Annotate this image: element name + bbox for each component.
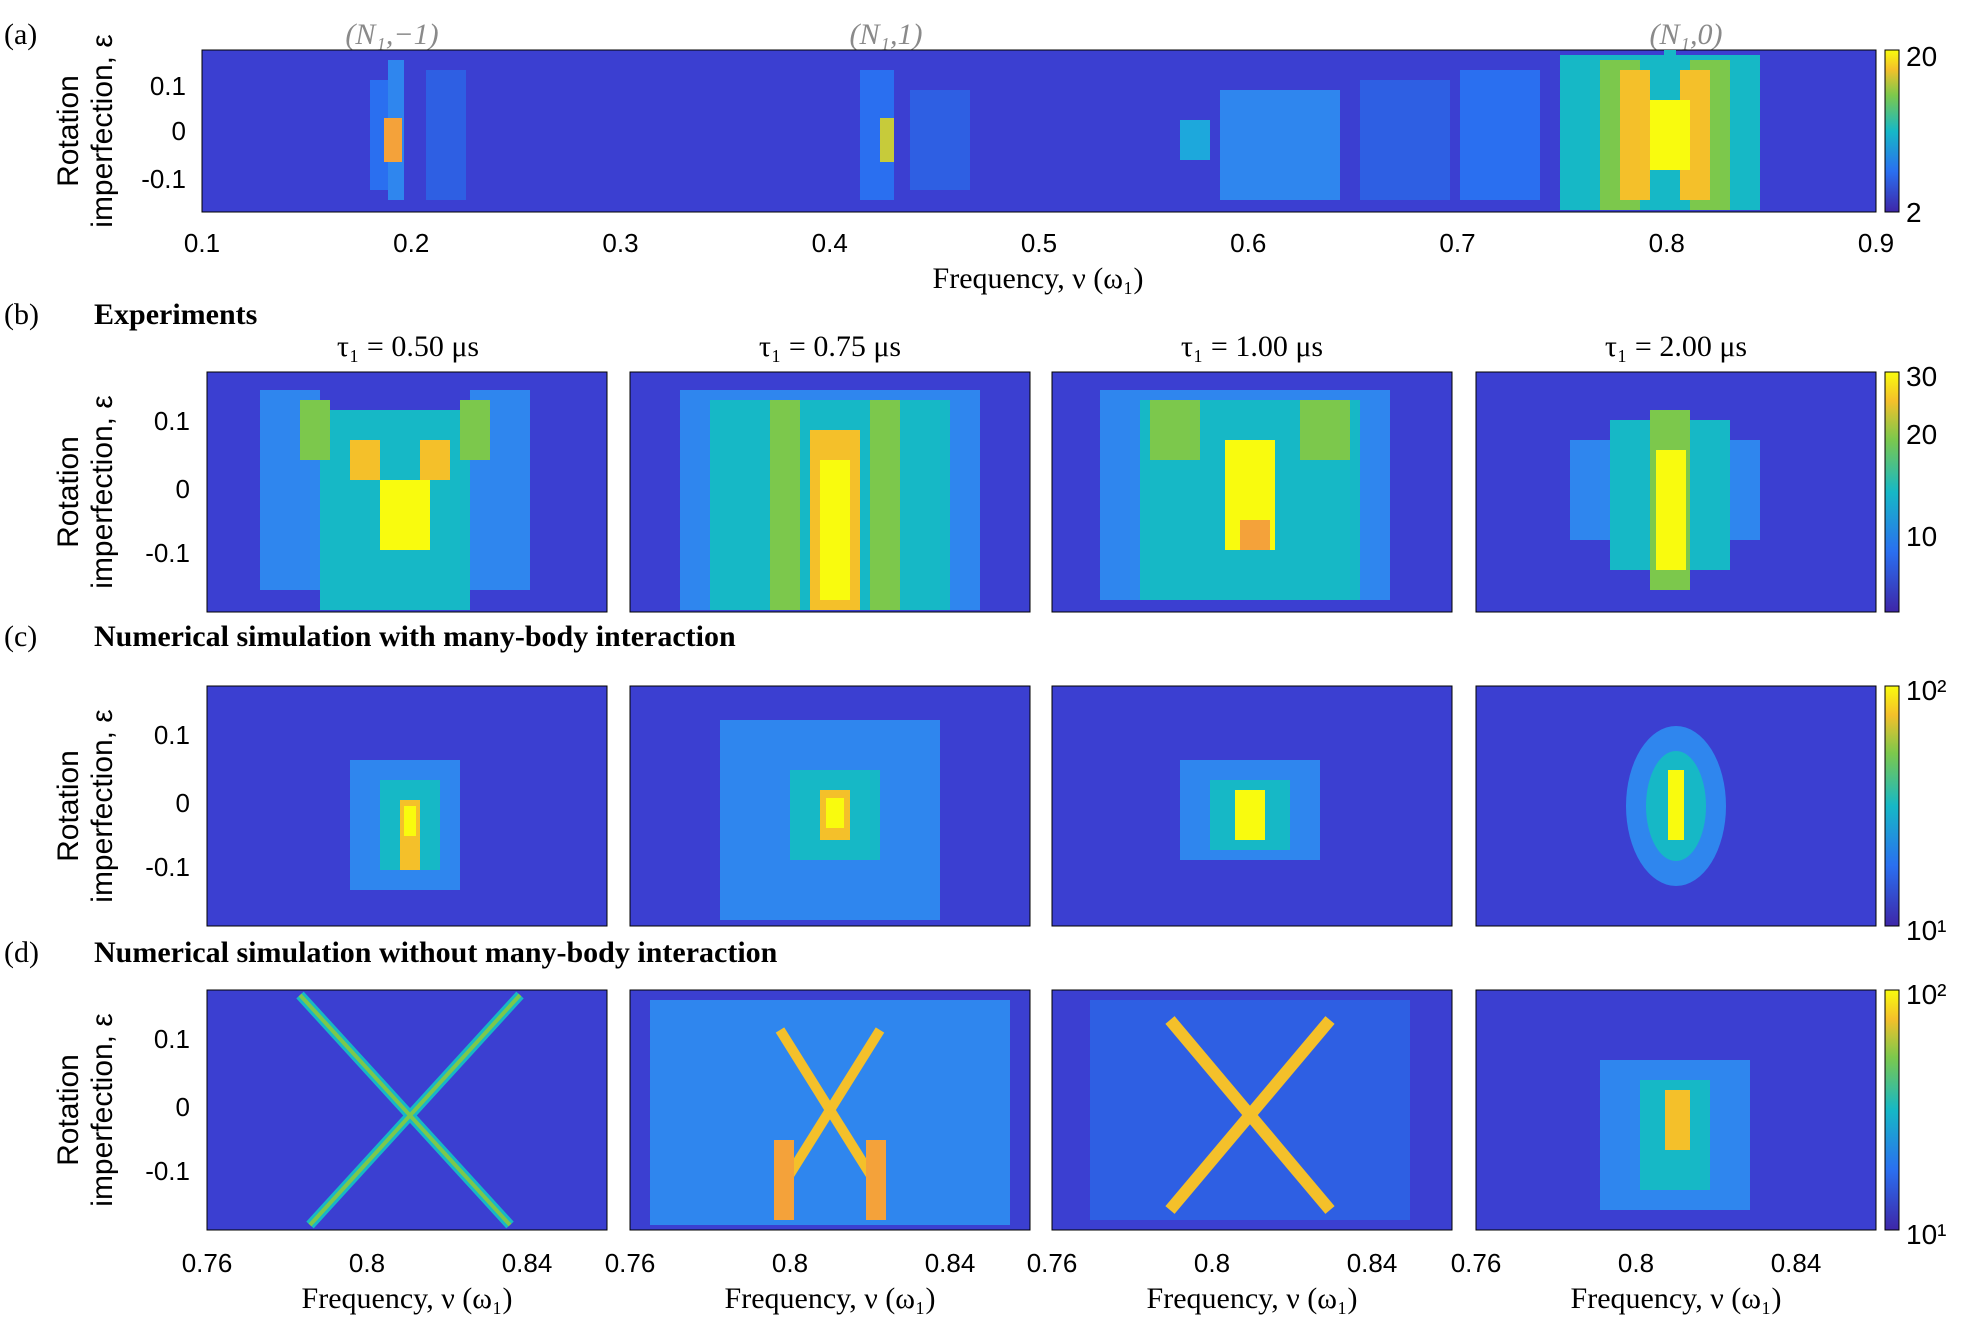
xlabel-d-0: Frequency, ν (ω₁): [302, 1282, 513, 1315]
panel-b-heading: Experiments: [94, 298, 257, 331]
xtick-d-2-0: 0.76: [1027, 1248, 1078, 1278]
heatmap-d-2: [629, 989, 1031, 1231]
xtick-d-1-1: 0.8: [772, 1248, 808, 1278]
colorbar-c: 10² 10¹: [1884, 675, 1946, 946]
ylabel-row-2-line2: imperfection, ε: [86, 709, 119, 902]
ytick-row1-2: -0.1: [145, 538, 190, 568]
panel-a-letter: (a): [4, 18, 37, 51]
panel-c-letter: (c): [4, 620, 37, 653]
ylabel-row-0-line2: imperfection, ε: [86, 34, 119, 227]
xlabel-d-1: Frequency, ν (ω₁): [725, 1282, 936, 1315]
ylabel-row-3-line2: imperfection, ε: [86, 1013, 119, 1206]
panel-b-letter: (b): [4, 298, 39, 331]
heatmap-c-2: [629, 685, 1031, 927]
colorbar-d: 10² 10¹: [1884, 979, 1946, 1250]
heatmap-b-4: [1475, 371, 1877, 613]
heatmap-b-3: [1051, 371, 1453, 613]
xtick-a-0: 0.1: [184, 228, 220, 258]
ylabel-row-1-line1: Rotation: [52, 436, 85, 548]
ytick-row2-1: 0: [176, 788, 190, 818]
ytick-row3-1: 0: [176, 1092, 190, 1122]
ytick-row1-0: 0.1: [154, 406, 190, 436]
axis-a-x: 0.1 0.2 0.3 0.4 0.5 0.6 0.7 0.8 0.9: [184, 228, 1894, 258]
xtick-d-2-2: 0.84: [1347, 1248, 1398, 1278]
panel-c-heading: Numerical simulation with many-body inte…: [94, 620, 736, 653]
ytick-row1-1: 0: [176, 474, 190, 504]
title-tau-050: τ₁ = 0.50 μs: [337, 330, 479, 363]
ytick-a-2: -0.1: [141, 164, 186, 194]
title-tau-100: τ₁ = 1.00 μs: [1181, 330, 1323, 363]
title-tau-075: τ₁ = 0.75 μs: [759, 330, 901, 363]
colorbar-b: 30 20 10: [1884, 361, 1937, 613]
xtick-d-0-0: 0.76: [182, 1248, 233, 1278]
cbar-d-top: 10²: [1906, 979, 1946, 1010]
xtick-a-7: 0.8: [1649, 228, 1685, 258]
heatmap-b-1: [206, 371, 608, 613]
cbar-d-bottom: 10¹: [1906, 1219, 1946, 1250]
ylabel-row-2-line1: Rotation: [52, 750, 85, 862]
colorbar-a: 20 2: [1884, 41, 1937, 228]
ytick-a-0: 0.1: [150, 71, 186, 101]
peak-label-zero: (N₁,0): [1650, 18, 1723, 51]
ylabel-row-3-line1: Rotation: [52, 1054, 85, 1166]
heatmap-a: [201, 49, 1877, 213]
ytick-row2-2: -0.1: [145, 852, 190, 882]
xlabel-a: Frequency, ν (ω₁): [933, 262, 1144, 295]
heatmap-c-3: [1051, 685, 1453, 927]
panel-d-letter: (d): [4, 936, 39, 969]
xtick-a-4: 0.5: [1021, 228, 1057, 258]
xtick-a-2: 0.3: [602, 228, 638, 258]
heatmap-b-2: [629, 371, 1031, 613]
heatmap-d-3: [1051, 989, 1453, 1231]
cbar-b-20: 20: [1906, 419, 1937, 450]
xtick-a-3: 0.4: [812, 228, 848, 258]
cbar-c-bottom: 10¹: [1906, 915, 1946, 946]
xtick-d-3-2: 0.84: [1771, 1248, 1822, 1278]
xtick-d-0-1: 0.8: [349, 1248, 385, 1278]
ytick-row2-0: 0.1: [154, 720, 190, 750]
title-tau-200: τ₁ = 2.00 μs: [1605, 330, 1747, 363]
ylabel-row-1-line2: imperfection, ε: [86, 395, 119, 588]
cbar-b-30: 30: [1906, 361, 1937, 392]
cbar-a-bottom: 2: [1906, 197, 1922, 228]
cbar-c-top: 10²: [1906, 675, 1946, 706]
ylabel-row-0-line1: Rotation: [52, 75, 85, 187]
xlabel-d-2: Frequency, ν (ω₁): [1147, 1282, 1358, 1315]
xtick-a-6: 0.7: [1439, 228, 1475, 258]
heatmap-d-1: [206, 989, 608, 1231]
ytick-a-1: 0: [172, 116, 186, 146]
xlabel-d-3: Frequency, ν (ω₁): [1571, 1282, 1782, 1315]
xtick-d-3-1: 0.8: [1618, 1248, 1654, 1278]
cbar-a-top: 20: [1906, 41, 1937, 72]
axis-a-y: 0.1 0 -0.1: [141, 71, 186, 194]
xtick-a-1: 0.2: [393, 228, 429, 258]
xtick-a-5: 0.6: [1230, 228, 1266, 258]
xtick-d-1-2: 0.84: [925, 1248, 976, 1278]
ytick-row3-0: 0.1: [154, 1024, 190, 1054]
xtick-d-0-2: 0.84: [502, 1248, 553, 1278]
cbar-b-10: 10: [1906, 521, 1937, 552]
panel-d-heading: Numerical simulation without many-body i…: [94, 936, 778, 969]
xtick-a-8: 0.9: [1858, 228, 1894, 258]
ytick-row3-2: -0.1: [145, 1156, 190, 1186]
xtick-d-1-0: 0.76: [605, 1248, 656, 1278]
peak-label-minus1: (N₁,−1): [345, 18, 438, 51]
heatmap-d-4: [1475, 989, 1877, 1231]
xtick-d-2-1: 0.8: [1194, 1248, 1230, 1278]
peak-label-plus1: (N₁,1): [850, 18, 923, 51]
heatmap-c-1: [206, 685, 608, 927]
heatmap-c-4: [1475, 685, 1877, 927]
xtick-d-3-0: 0.76: [1451, 1248, 1502, 1278]
